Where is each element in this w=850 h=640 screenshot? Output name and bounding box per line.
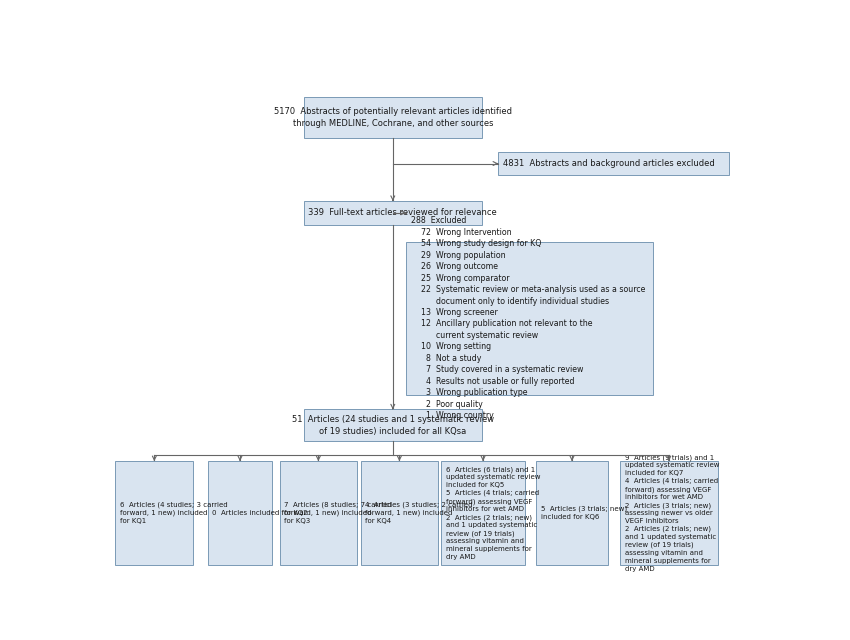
Text: 6  Articles (6 trials) and 1
updated systematic review
included for KQ5
5  Artic: 6 Articles (6 trials) and 1 updated syst… xyxy=(445,466,540,560)
Text: 5  Articles (3 trials; new)
included for KQ6: 5 Articles (3 trials; new) included for … xyxy=(541,506,627,520)
FancyBboxPatch shape xyxy=(620,461,717,564)
FancyBboxPatch shape xyxy=(304,201,482,225)
FancyBboxPatch shape xyxy=(304,410,482,442)
FancyBboxPatch shape xyxy=(406,242,653,395)
FancyBboxPatch shape xyxy=(498,152,728,175)
Text: 5170  Abstracts of potentially relevant articles identified
through MEDLINE, Coc: 5170 Abstracts of potentially relevant a… xyxy=(274,108,512,128)
FancyBboxPatch shape xyxy=(207,461,272,564)
FancyBboxPatch shape xyxy=(304,97,482,138)
Text: 0  Articles included for KQ2: 0 Articles included for KQ2 xyxy=(212,510,308,516)
FancyBboxPatch shape xyxy=(441,461,525,564)
FancyBboxPatch shape xyxy=(116,461,193,564)
Text: 51  Articles (24 studies and 1 systematic review
of 19 studies) included for all: 51 Articles (24 studies and 1 systematic… xyxy=(292,415,494,436)
Text: 4831  Abstracts and background articles excluded: 4831 Abstracts and background articles e… xyxy=(503,159,715,168)
Text: 9  Articles (9 trials) and 1
updated systematic review
included for KQ7
4  Artic: 9 Articles (9 trials) and 1 updated syst… xyxy=(625,454,719,572)
FancyBboxPatch shape xyxy=(536,461,608,564)
FancyBboxPatch shape xyxy=(280,461,357,564)
Text: 6  Articles (4 studies; 3 carried
forward, 1 new) included
for KQ1: 6 Articles (4 studies; 3 carried forward… xyxy=(120,502,228,524)
Text: 288  Excluded
    72  Wrong Intervention
    54  Wrong study design for KQ
    2: 288 Excluded 72 Wrong Intervention 54 Wr… xyxy=(411,216,645,420)
Text: 4  Articles (3 studies; 2 carried
forward, 1 new) included
for KQ4: 4 Articles (3 studies; 2 carried forward… xyxy=(366,502,473,524)
FancyBboxPatch shape xyxy=(360,461,439,564)
Text: 339  Full-text articles reviewed for relevance: 339 Full-text articles reviewed for rele… xyxy=(309,208,497,218)
Text: 7  Articles (8 studies; 7 carried
forward, 1 new) included
for KQ3: 7 Articles (8 studies; 7 carried forward… xyxy=(284,502,392,524)
